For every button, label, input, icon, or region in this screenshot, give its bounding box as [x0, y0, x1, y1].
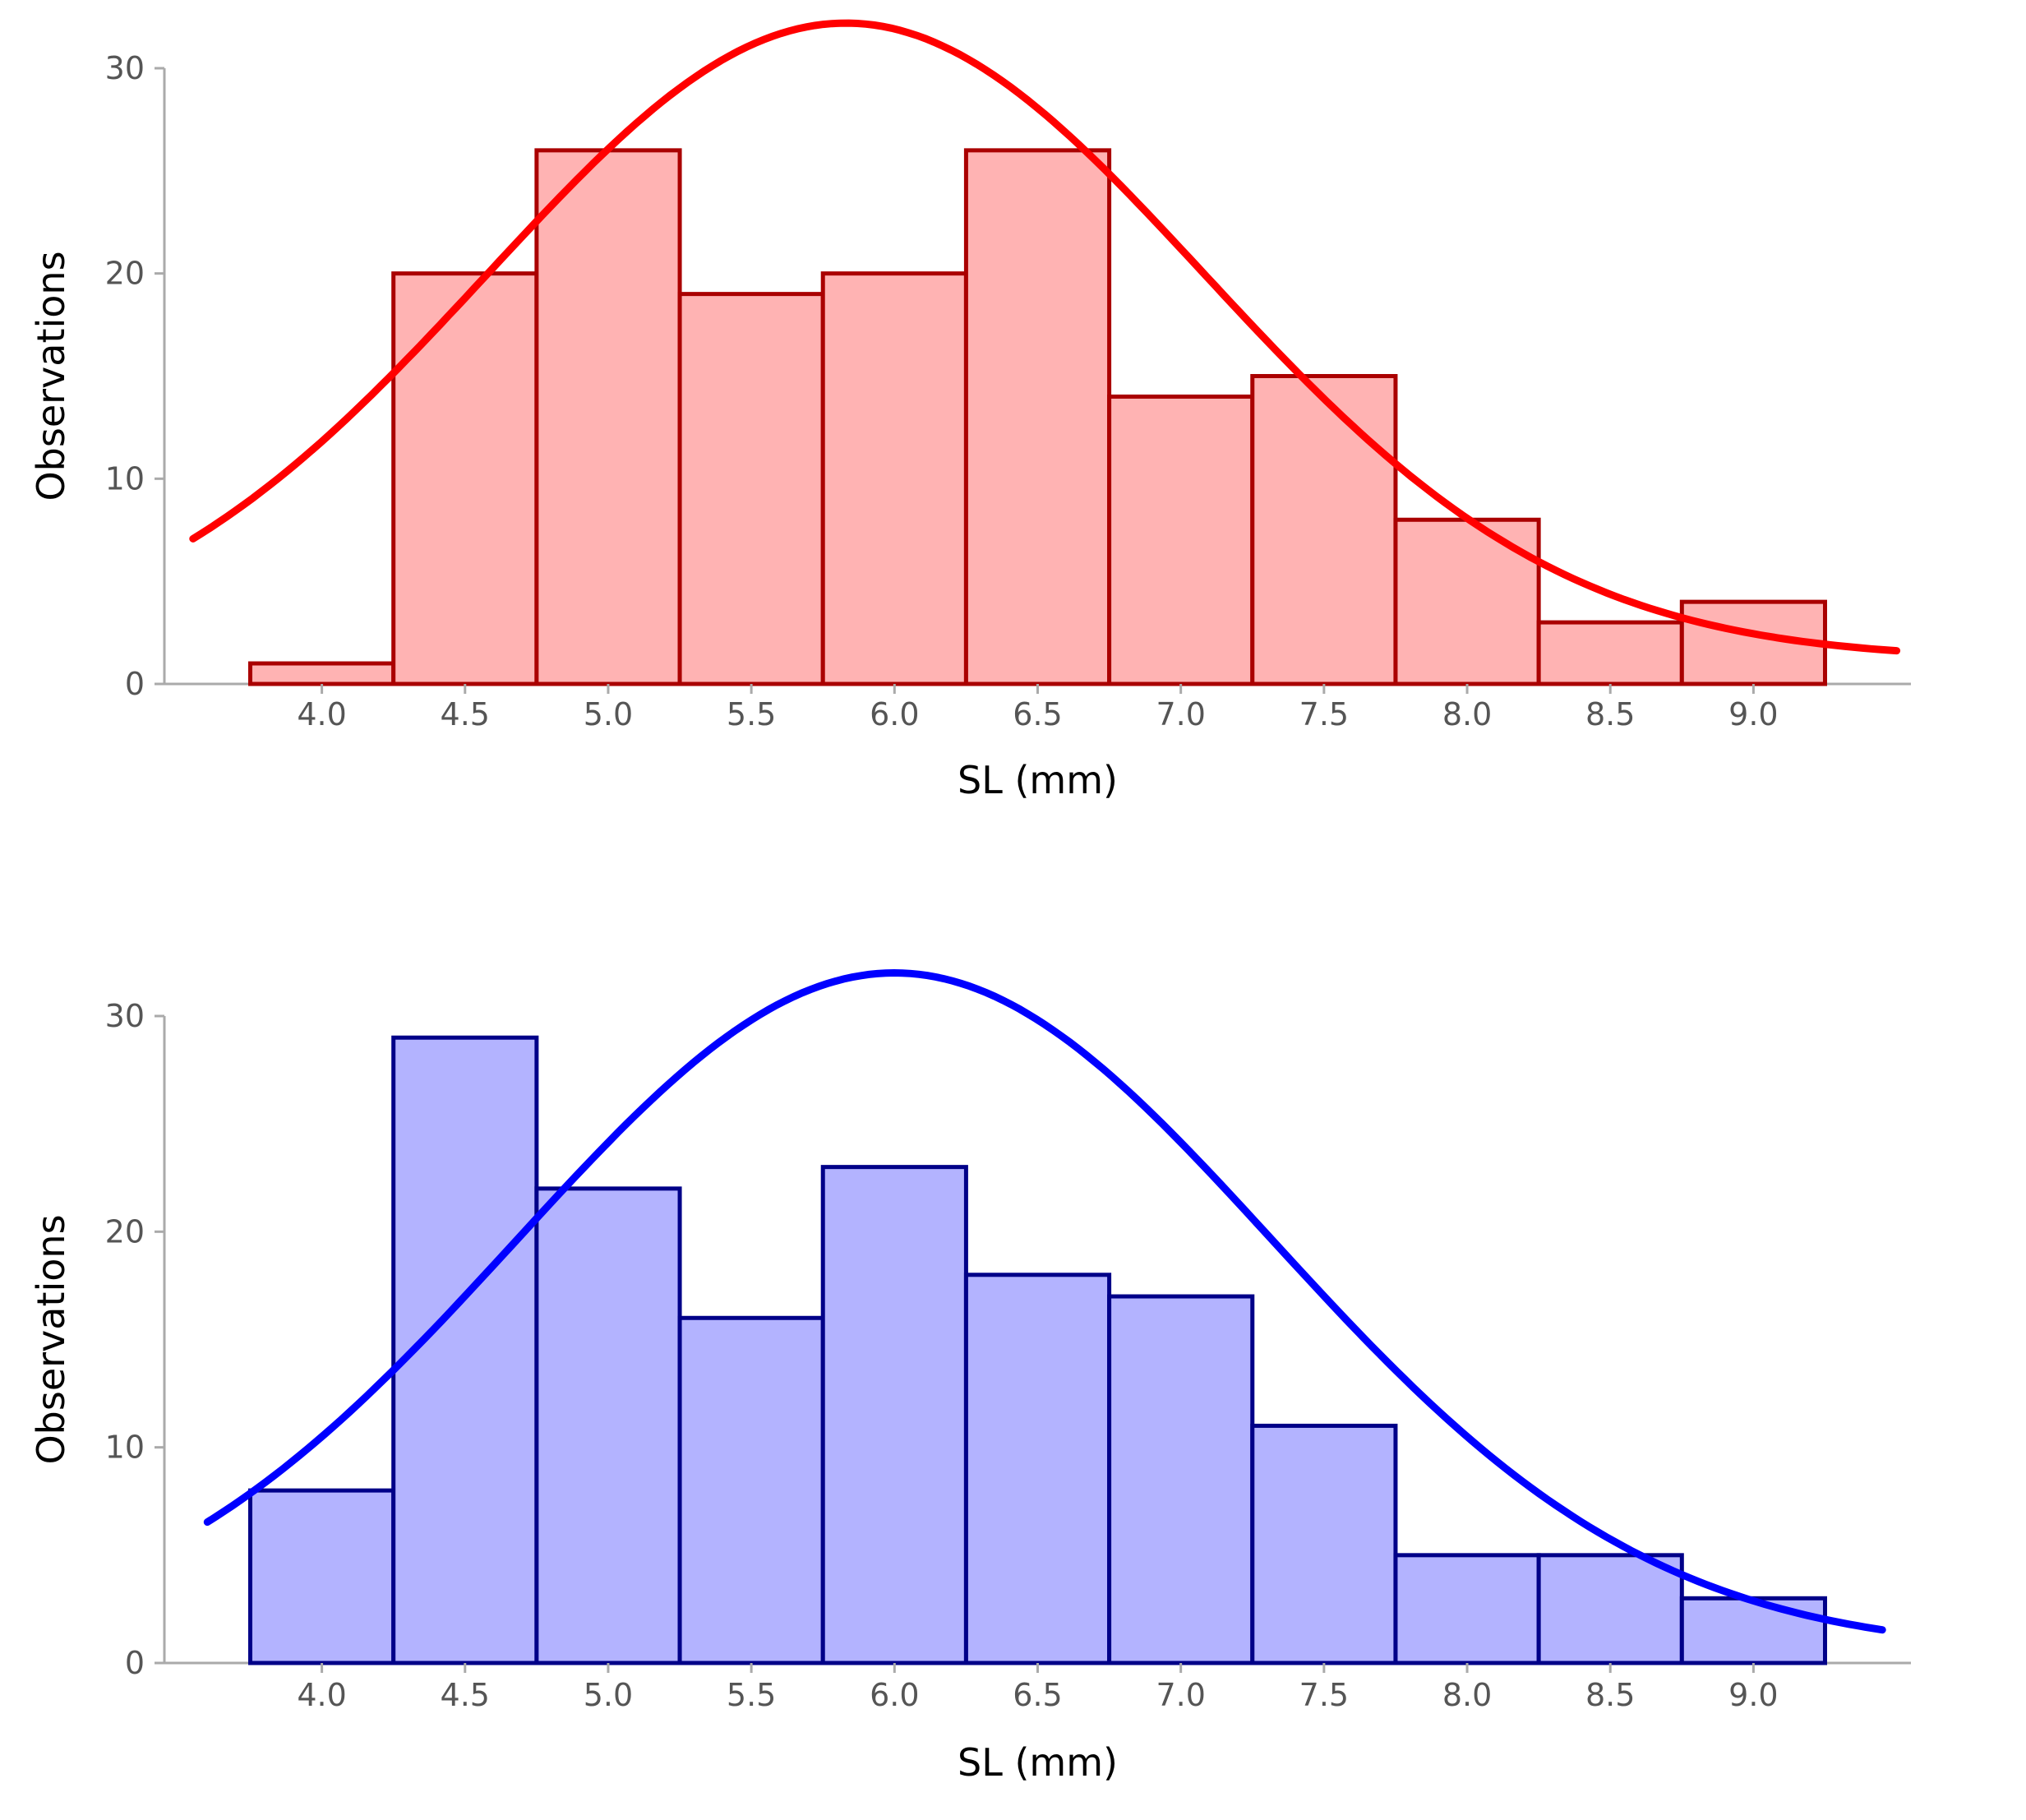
x-tick-label: 5.5 — [727, 1677, 776, 1713]
x-tick-label: 4.0 — [297, 1677, 346, 1713]
y-tick-label: 30 — [105, 50, 145, 86]
x-tick-label: 5.5 — [727, 696, 776, 732]
y-axis-title: Observations — [29, 1214, 73, 1464]
x-tick-label: 6.0 — [870, 696, 919, 732]
histogram-bar — [391, 271, 539, 686]
x-tick-label: 7.0 — [1156, 696, 1205, 732]
histogram-bar — [248, 1488, 396, 1665]
histogram-bar — [1107, 1294, 1255, 1665]
histogram-bar — [1536, 620, 1684, 686]
y-tick-label: 0 — [125, 1645, 145, 1681]
y-tick-label: 0 — [125, 666, 145, 702]
histogram-bar — [1393, 517, 1541, 686]
chart-panel-2: 0 10 20 30 4.0 4.5 5.0 5.5 6.0 6.5 7.0 7.5 8.0 8.5 9.0… — [29, 968, 1911, 1785]
y-tick-label: 20 — [105, 1213, 145, 1250]
y-tick-label: 10 — [105, 1430, 145, 1466]
x-tick-label: 6.0 — [870, 1677, 919, 1713]
x-tick-label: 5.0 — [584, 696, 633, 732]
histogram-bar — [1250, 1423, 1398, 1665]
normal-fit-curve — [203, 968, 1886, 1634]
x-tick-label: 8.0 — [1442, 696, 1492, 732]
x-tick-label: 6.5 — [1013, 1677, 1062, 1713]
histogram-bar — [1393, 1553, 1541, 1665]
x-tick-label: 6.5 — [1013, 696, 1062, 732]
x-tick-label: 4.0 — [297, 696, 346, 732]
x-tick-label: 9.0 — [1728, 1677, 1778, 1713]
histogram-bar — [248, 661, 396, 686]
x-tick-label: 8.5 — [1585, 696, 1635, 732]
x-tick-label: 7.5 — [1299, 696, 1349, 732]
x-tick-label: 7.0 — [1156, 1677, 1205, 1713]
normal-fit-curve — [189, 19, 1901, 655]
histogram-bar — [963, 148, 1112, 686]
histogram-bar — [677, 292, 825, 686]
histogram-bar — [820, 271, 968, 686]
histogram-bar — [534, 148, 682, 686]
histogram-bar — [1107, 394, 1255, 686]
histogram-bar — [1679, 1596, 1827, 1665]
x-tick-label: 9.0 — [1728, 696, 1778, 732]
x-tick-label: 8.5 — [1585, 1677, 1635, 1713]
x-tick-label: 5.0 — [584, 1677, 633, 1713]
x-tick-label: 7.5 — [1299, 1677, 1349, 1713]
y-tick-label: 10 — [105, 460, 145, 497]
x-axis-title: SL (mm) — [958, 758, 1118, 802]
chart-panel-1: 0 10 20 30 4.0 4.5 5.0 5.5 6.0 6.5 7.0 7.5 8.0 8.5 9.0… — [29, 19, 1911, 802]
x-tick-label: 4.5 — [441, 696, 490, 732]
x-tick-label: 4.5 — [441, 1677, 490, 1713]
x-axis-title: SL (mm) — [958, 1740, 1118, 1785]
histogram-bar — [1536, 1553, 1684, 1665]
histogram-bar — [1250, 374, 1398, 686]
histogram-bar — [534, 1186, 682, 1665]
y-tick-label: 30 — [105, 998, 145, 1034]
y-axis-title: Observations — [29, 251, 73, 501]
x-tick-label: 8.0 — [1442, 1677, 1492, 1713]
histogram-bar — [820, 1165, 968, 1665]
histogram-bar — [963, 1273, 1112, 1665]
y-tick-label: 20 — [105, 256, 145, 292]
histogram-bar — [677, 1315, 825, 1665]
